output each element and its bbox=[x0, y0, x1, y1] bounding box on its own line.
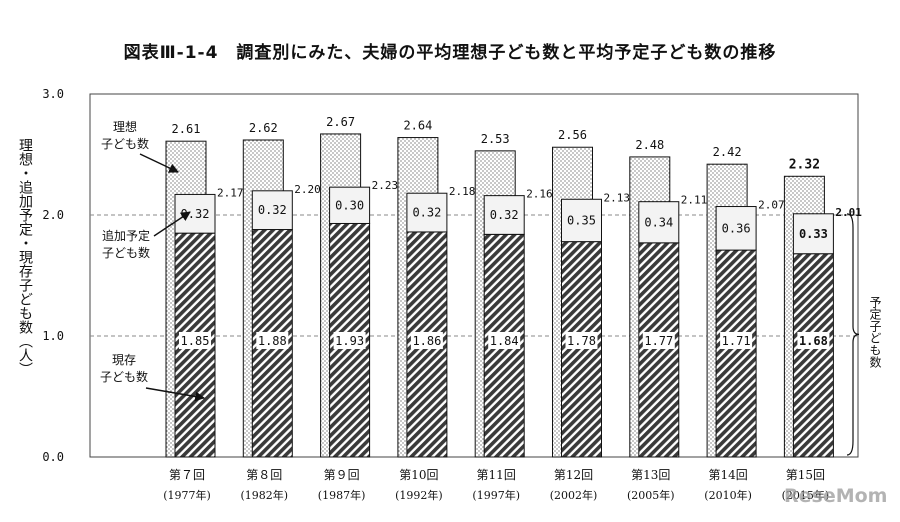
x-tick-label: 第14回 bbox=[708, 468, 747, 482]
x-tick-label: 第９回 bbox=[324, 468, 360, 482]
chart-title: 図表Ⅲ-1-4 調査別にみた、夫婦の平均理想子ども数と平均予定子ども数の推移 bbox=[123, 43, 777, 63]
ideal-value-label: 2.67 bbox=[326, 115, 355, 129]
existing-label-bg bbox=[720, 332, 753, 349]
ideal-value-label: 2.48 bbox=[635, 138, 664, 152]
x-tick-label: 第12回 bbox=[554, 468, 593, 482]
additional-value-label: 0.32 bbox=[412, 206, 441, 220]
annotation-additional-arrow bbox=[153, 211, 191, 237]
x-tick-label: 第７回 bbox=[169, 468, 205, 482]
existing-label-bg bbox=[333, 332, 366, 349]
ideal-value-label: 2.32 bbox=[789, 157, 820, 172]
ideal-value-label: 2.62 bbox=[249, 121, 278, 135]
additional-value-label: 0.32 bbox=[181, 207, 210, 221]
x-tick-label: 第13回 bbox=[631, 468, 670, 482]
existing-value-label: 1.68 bbox=[799, 334, 828, 348]
existing-bar bbox=[561, 241, 602, 458]
annotation-ideal-arrow bbox=[139, 153, 179, 173]
additional-value-label: 0.33 bbox=[799, 227, 828, 241]
x-tick-label: 第８回 bbox=[246, 468, 282, 482]
existing-value-label: 1.88 bbox=[258, 334, 287, 348]
planned-total-label: 2.11 bbox=[681, 194, 708, 207]
ideal-value-label: 2.56 bbox=[558, 128, 587, 142]
planned-total-label: 2.13 bbox=[604, 191, 631, 204]
additional-bar bbox=[251, 190, 293, 231]
annotation-additional-line1: 追加予定 bbox=[102, 228, 150, 243]
ideal-value-label: 2.61 bbox=[172, 122, 201, 136]
additional-value-label: 0.36 bbox=[722, 221, 751, 235]
additional-value-label: 0.34 bbox=[644, 215, 673, 229]
x-tick-label: 第11回 bbox=[477, 468, 516, 482]
y-tick-label: 3.0 bbox=[42, 87, 64, 101]
annotation-additional-line2: 子ども数 bbox=[102, 245, 150, 260]
additional-bar bbox=[638, 201, 680, 244]
planned-total-label: 2.17 bbox=[217, 186, 244, 199]
additional-bar bbox=[792, 213, 834, 255]
planned-children-label: 予定子ども数 bbox=[868, 296, 882, 368]
existing-value-label: 1.86 bbox=[412, 334, 441, 348]
existing-label-bg bbox=[797, 332, 830, 349]
planned-brace bbox=[846, 213, 860, 456]
planned-total-label: 2.18 bbox=[449, 185, 476, 198]
x-tick-year-label: (1987年) bbox=[318, 488, 366, 502]
existing-label-bg bbox=[410, 332, 443, 349]
x-tick-year-label: (2002年) bbox=[550, 488, 598, 502]
x-tick-label: 第15回 bbox=[786, 468, 825, 482]
existing-value-label: 1.77 bbox=[644, 334, 673, 348]
existing-label-bg bbox=[488, 332, 521, 349]
planned-total-label: 2.16 bbox=[526, 188, 553, 201]
existing-label-bg bbox=[642, 332, 675, 349]
existing-value-label: 1.85 bbox=[181, 334, 210, 348]
planned-total-label: 2.23 bbox=[372, 179, 399, 192]
additional-bar bbox=[329, 186, 371, 224]
x-tick-label: 第10回 bbox=[399, 468, 438, 482]
y-axis-label: 理想・追加予定・現存子ども数（人） bbox=[17, 138, 33, 376]
plot-area bbox=[89, 93, 859, 458]
additional-value-label: 0.32 bbox=[490, 208, 519, 222]
ideal-value-label: 2.64 bbox=[403, 119, 432, 133]
existing-bar bbox=[792, 253, 834, 458]
existing-label-bg bbox=[256, 332, 289, 349]
y-tick-label: 1.0 bbox=[42, 329, 64, 343]
existing-value-label: 1.78 bbox=[567, 334, 596, 348]
x-tick-year-label: (2005年) bbox=[627, 488, 675, 502]
annotation-existing-arrow bbox=[145, 387, 205, 402]
ideal-value-label: 2.53 bbox=[481, 132, 510, 146]
additional-bar bbox=[561, 198, 602, 243]
watermark-logo: ReseMom bbox=[784, 485, 888, 507]
existing-value-label: 1.93 bbox=[335, 334, 364, 348]
planned-total-label: 2.07 bbox=[758, 199, 785, 212]
annotation-ideal-line2: 子ども数 bbox=[101, 136, 149, 151]
x-tick-year-label: (2010年) bbox=[704, 488, 752, 502]
additional-bar bbox=[483, 195, 525, 235]
y-tick-label: 0.0 bbox=[42, 450, 64, 464]
additional-bar bbox=[406, 192, 448, 233]
annotation-ideal-line1: 理想 bbox=[113, 119, 137, 134]
additional-value-label: 0.30 bbox=[335, 198, 364, 212]
annotation-existing-line2: 子ども数 bbox=[100, 369, 148, 384]
existing-value-label: 1.71 bbox=[722, 334, 751, 348]
x-tick-year-label: (2015年) bbox=[782, 488, 830, 502]
existing-label-bg bbox=[565, 332, 598, 349]
existing-bar bbox=[638, 242, 680, 458]
additional-value-label: 0.32 bbox=[258, 203, 287, 217]
x-tick-year-label: (1997年) bbox=[472, 488, 520, 502]
additional-value-label: 0.35 bbox=[567, 213, 596, 227]
additional-bar bbox=[715, 206, 757, 251]
x-tick-year-label: (1982年) bbox=[241, 488, 289, 502]
planned-total-label: 2.20 bbox=[294, 183, 321, 196]
x-tick-year-label: (1992年) bbox=[395, 488, 443, 502]
x-tick-year-label: (1977年) bbox=[163, 488, 211, 502]
y-tick-label: 2.0 bbox=[42, 208, 64, 222]
existing-value-label: 1.84 bbox=[490, 334, 519, 348]
ideal-value-label: 2.42 bbox=[713, 145, 742, 159]
existing-label-bg bbox=[179, 332, 211, 349]
existing-bar bbox=[715, 249, 757, 458]
planned-total-label: 2.01 bbox=[835, 206, 862, 219]
annotation-existing-line1: 現存 bbox=[112, 353, 136, 367]
